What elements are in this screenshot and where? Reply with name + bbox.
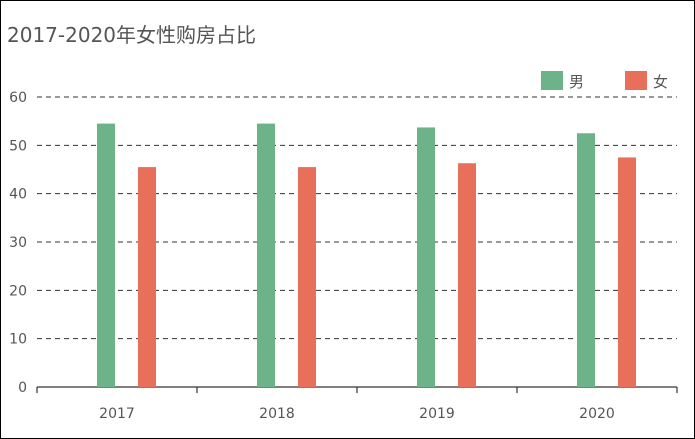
- x-tick-label-2018: 2018: [259, 406, 295, 422]
- y-tick-label-20: 20: [9, 283, 27, 299]
- bar-male-2018: [257, 123, 275, 387]
- x-tick-label-2020: 2020: [579, 406, 615, 422]
- y-tick-label-0: 0: [18, 380, 27, 396]
- y-tick-label-50: 50: [9, 138, 27, 154]
- legend-swatch-male: [541, 71, 563, 90]
- bar-female-2017: [138, 167, 156, 387]
- x-tick-label-2017: 2017: [99, 406, 135, 422]
- legend-label-female: 女: [653, 73, 668, 91]
- legend-label-male: 男: [569, 73, 584, 91]
- legend-swatch-female: [625, 71, 647, 90]
- y-tick-label-60: 60: [9, 90, 27, 106]
- x-tick-label-2019: 2019: [419, 406, 455, 422]
- bar-female-2019: [458, 163, 476, 387]
- y-tick-label-10: 10: [9, 332, 27, 348]
- y-tick-label-40: 40: [9, 187, 27, 203]
- bar-female-2020: [618, 157, 636, 387]
- bar-male-2020: [577, 133, 595, 387]
- bar-male-2019: [417, 127, 435, 387]
- chart-title: 2017-2020年女性购房占比: [7, 23, 257, 47]
- bar-male-2017: [97, 123, 115, 387]
- bar-female-2018: [298, 167, 316, 387]
- y-tick-label-30: 30: [9, 235, 27, 251]
